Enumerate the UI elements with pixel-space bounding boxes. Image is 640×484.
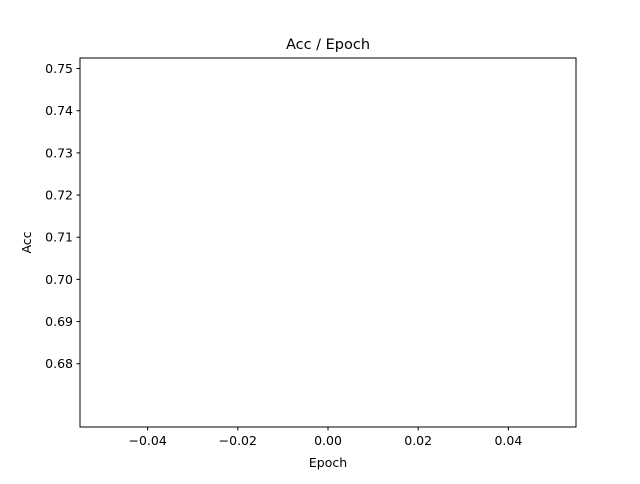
y-tick-label: 0.72: [45, 188, 73, 203]
y-tick-label: 0.70: [45, 272, 73, 287]
y-tick-label: 0.75: [45, 61, 73, 76]
x-tick-label: 0.00: [314, 433, 342, 448]
x-tick-label: 0.02: [404, 433, 432, 448]
x-axis-ticks: −0.04 −0.02 0.00 0.02 0.04: [128, 427, 522, 448]
y-tick-label: 0.74: [45, 103, 73, 118]
x-axis-label: Epoch: [309, 455, 347, 470]
y-axis-ticks: 0.68 0.69 0.70 0.71 0.72 0.73 0.74 0.75: [45, 61, 80, 371]
y-tick-label: 0.68: [45, 356, 73, 371]
x-tick-label: −0.04: [128, 433, 166, 448]
x-tick-label: −0.02: [219, 433, 257, 448]
plot-area-frame: [79, 57, 577, 428]
y-tick-label: 0.69: [45, 314, 73, 329]
chart-title: Acc / Epoch: [286, 37, 370, 53]
y-tick-label: 0.71: [45, 230, 73, 245]
x-tick-label: 0.04: [494, 433, 522, 448]
y-tick-label: 0.73: [45, 145, 73, 160]
y-axis-label: Acc: [19, 231, 34, 253]
